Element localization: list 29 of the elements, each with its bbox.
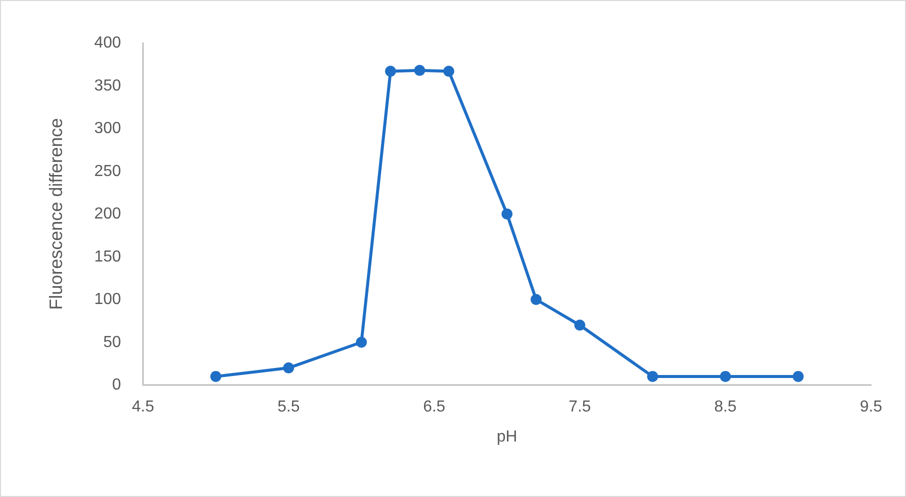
point bbox=[502, 208, 512, 220]
point bbox=[720, 370, 731, 382]
point bbox=[647, 370, 658, 382]
y-tick-label: 400 bbox=[94, 34, 122, 52]
y-tick-label: 50 bbox=[103, 334, 122, 351]
y-tick-label: 300 bbox=[94, 120, 122, 137]
point bbox=[385, 66, 396, 77]
y-tick-label: 250 bbox=[94, 162, 122, 180]
y-tick-label: 150 bbox=[94, 248, 122, 266]
point bbox=[210, 370, 222, 382]
point bbox=[792, 370, 804, 382]
y-tick-label: 100 bbox=[94, 291, 122, 308]
x-tick-label: 8.5 bbox=[714, 398, 737, 416]
point bbox=[530, 294, 542, 305]
y-tick-label: 0 bbox=[112, 376, 122, 394]
x-axis-title: pH bbox=[496, 428, 518, 446]
y-tick-label: 200 bbox=[94, 206, 122, 222]
point bbox=[443, 66, 454, 77]
x-tick-label: 9.5 bbox=[860, 398, 882, 416]
x-tick-label: 7.5 bbox=[568, 398, 592, 416]
point bbox=[414, 64, 426, 76]
point bbox=[356, 336, 367, 348]
y-axis-title: Fluorescence difference bbox=[46, 118, 66, 310]
x-tick-label: 5.5 bbox=[277, 398, 300, 416]
x-tick-label: 4.5 bbox=[132, 398, 154, 416]
point bbox=[283, 362, 294, 374]
point bbox=[574, 320, 586, 331]
x-tick-label: 6.5 bbox=[423, 398, 446, 416]
y-tick-label: 350 bbox=[94, 77, 122, 94]
